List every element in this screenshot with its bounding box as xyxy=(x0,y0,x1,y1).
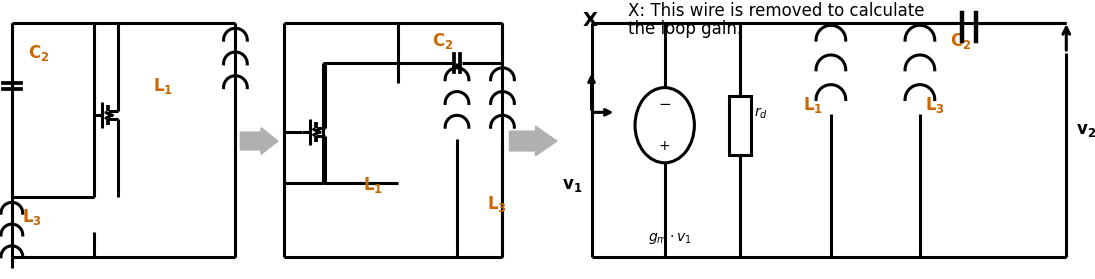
Text: $\mathbf{L_1}$: $\mathbf{L_1}$ xyxy=(153,76,173,96)
Text: $\mathbf{C_2}$: $\mathbf{C_2}$ xyxy=(27,43,49,63)
Text: $r_d$: $r_d$ xyxy=(753,106,768,121)
Text: X: X xyxy=(583,11,598,30)
Text: +: + xyxy=(659,139,670,153)
Text: $\mathbf{v_1}$: $\mathbf{v_1}$ xyxy=(562,175,583,194)
Text: $\mathbf{L_1}$: $\mathbf{L_1}$ xyxy=(364,175,383,194)
FancyArrow shape xyxy=(241,128,278,154)
Text: X: This wire is removed to calculate: X: This wire is removed to calculate xyxy=(629,3,924,20)
Text: $\mathbf{L_3}$: $\mathbf{L_3}$ xyxy=(925,95,945,116)
Text: $\mathbf{C_2}$: $\mathbf{C_2}$ xyxy=(433,31,453,51)
Text: $\mathbf{L_1}$: $\mathbf{L_1}$ xyxy=(804,95,823,116)
Text: $\mathbf{L_3}$: $\mathbf{L_3}$ xyxy=(486,194,507,214)
Ellipse shape xyxy=(635,88,694,163)
FancyArrow shape xyxy=(509,126,557,156)
Bar xyxy=(729,95,751,155)
Text: −: − xyxy=(658,97,671,112)
Text: $\mathbf{L_3}$: $\mathbf{L_3}$ xyxy=(22,207,42,227)
Text: $\mathbf{C_2}$: $\mathbf{C_2}$ xyxy=(949,31,971,51)
Text: $g_m \cdot v_1$: $g_m \cdot v_1$ xyxy=(647,232,692,246)
Text: $\mathbf{v_2}$: $\mathbf{v_2}$ xyxy=(1076,121,1095,139)
Text: the loop gain.: the loop gain. xyxy=(629,20,742,38)
